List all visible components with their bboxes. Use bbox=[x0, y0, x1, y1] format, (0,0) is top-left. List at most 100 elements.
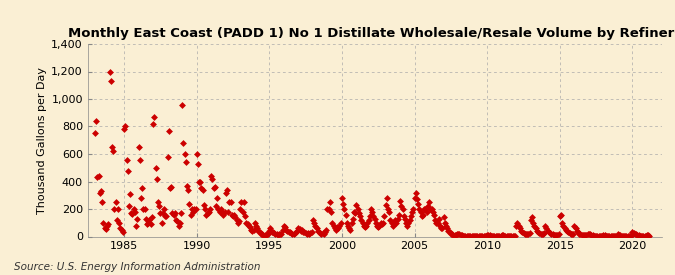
Point bbox=[356, 218, 367, 222]
Point bbox=[450, 233, 461, 237]
Point bbox=[595, 233, 606, 238]
Point bbox=[377, 222, 387, 226]
Point bbox=[354, 214, 365, 218]
Point bbox=[627, 230, 638, 235]
Point bbox=[400, 216, 410, 221]
Point bbox=[589, 233, 600, 238]
Point bbox=[465, 233, 476, 238]
Point bbox=[385, 218, 396, 222]
Point bbox=[122, 168, 133, 173]
Point bbox=[408, 207, 418, 211]
Point bbox=[218, 212, 229, 217]
Point bbox=[433, 216, 444, 221]
Point bbox=[124, 204, 134, 208]
Title: Monthly East Coast (PADD 1) No 1 Distillate Wholesale/Resale Volume by Refiners: Monthly East Coast (PADD 1) No 1 Distill… bbox=[68, 27, 675, 40]
Point bbox=[456, 233, 467, 238]
Point bbox=[276, 232, 287, 236]
Point bbox=[589, 233, 599, 238]
Point bbox=[541, 226, 552, 230]
Point bbox=[352, 207, 363, 211]
Point bbox=[514, 226, 525, 230]
Point bbox=[624, 233, 634, 238]
Point bbox=[371, 221, 381, 225]
Point bbox=[234, 219, 244, 224]
Point bbox=[468, 233, 479, 238]
Point bbox=[559, 226, 570, 230]
Point bbox=[432, 221, 443, 225]
Point bbox=[198, 203, 209, 207]
Point bbox=[209, 186, 219, 191]
Point bbox=[311, 226, 322, 230]
Point bbox=[517, 230, 528, 235]
Point bbox=[424, 200, 435, 204]
Point bbox=[572, 229, 583, 233]
Point bbox=[202, 211, 213, 215]
Point bbox=[249, 221, 260, 225]
Point bbox=[250, 223, 261, 228]
Point bbox=[219, 210, 230, 214]
Point bbox=[338, 201, 348, 206]
Point bbox=[504, 233, 514, 238]
Point bbox=[392, 216, 403, 221]
Point bbox=[501, 233, 512, 238]
Point bbox=[256, 232, 267, 236]
Point bbox=[414, 207, 425, 211]
Point bbox=[455, 233, 466, 237]
Point bbox=[298, 229, 308, 234]
Point bbox=[138, 207, 148, 211]
Point bbox=[563, 230, 574, 235]
Point bbox=[348, 216, 358, 221]
Point bbox=[317, 231, 328, 235]
Point bbox=[437, 226, 448, 230]
Point bbox=[171, 218, 182, 222]
Point bbox=[114, 221, 125, 225]
Point bbox=[195, 179, 206, 184]
Point bbox=[104, 69, 115, 74]
Point bbox=[471, 233, 482, 238]
Point bbox=[534, 231, 545, 235]
Point bbox=[586, 233, 597, 237]
Point bbox=[369, 216, 380, 221]
Point bbox=[207, 177, 218, 181]
Point bbox=[140, 216, 151, 221]
Point bbox=[546, 232, 557, 236]
Point bbox=[496, 233, 507, 237]
Point bbox=[425, 207, 435, 211]
Point bbox=[610, 233, 621, 238]
Point bbox=[489, 233, 500, 238]
Point bbox=[196, 186, 207, 191]
Point bbox=[389, 221, 400, 225]
Point bbox=[502, 233, 513, 238]
Point bbox=[511, 223, 522, 228]
Point bbox=[499, 233, 510, 238]
Point bbox=[154, 204, 165, 208]
Point bbox=[361, 223, 372, 228]
Point bbox=[436, 226, 447, 230]
Point bbox=[526, 215, 537, 219]
Point bbox=[439, 221, 450, 225]
Point bbox=[398, 214, 409, 218]
Point bbox=[156, 221, 167, 225]
Point bbox=[472, 233, 483, 238]
Point bbox=[507, 233, 518, 238]
Point bbox=[529, 223, 540, 228]
Point bbox=[530, 226, 541, 230]
Point bbox=[612, 232, 623, 236]
Point bbox=[490, 233, 501, 238]
Point bbox=[415, 210, 426, 214]
Point bbox=[325, 210, 336, 214]
Point bbox=[308, 218, 319, 222]
Point bbox=[244, 225, 255, 229]
Point bbox=[125, 192, 136, 196]
Point bbox=[117, 229, 128, 234]
Point bbox=[186, 207, 197, 211]
Point bbox=[523, 232, 534, 236]
Point bbox=[139, 207, 150, 211]
Point bbox=[165, 186, 176, 191]
Point bbox=[306, 230, 317, 235]
Point bbox=[238, 200, 249, 204]
Point bbox=[364, 214, 375, 218]
Point bbox=[446, 232, 456, 236]
Point bbox=[342, 221, 352, 225]
Point bbox=[577, 233, 588, 237]
